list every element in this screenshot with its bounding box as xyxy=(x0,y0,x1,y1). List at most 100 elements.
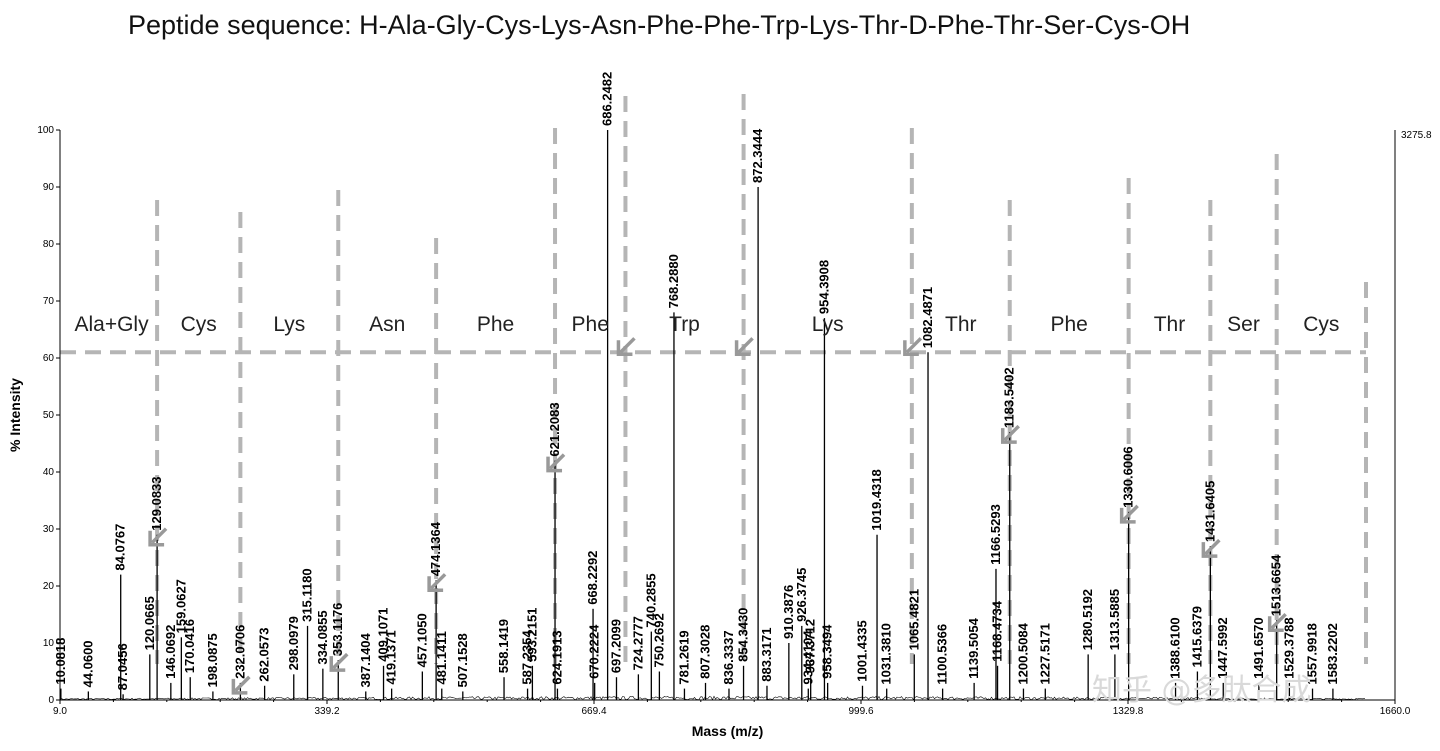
peak-label: 670.2224 xyxy=(587,624,602,679)
peak-label: 457.1050 xyxy=(414,613,429,667)
peak-label: 697.2099 xyxy=(608,619,623,673)
peak-label: 668.2292 xyxy=(585,551,600,605)
y-tick-label: 60 xyxy=(43,353,55,364)
peak-label: 1031.3810 xyxy=(879,623,894,684)
fragment-arrow xyxy=(429,573,447,590)
y-tick-label: 40 xyxy=(43,467,55,478)
y-tick-label: 90 xyxy=(43,182,55,193)
peak-label: 836.3337 xyxy=(721,630,736,684)
peak-label: 1513.6654 xyxy=(1269,554,1284,616)
fragment-arrow xyxy=(1003,424,1020,442)
peak-label: 937.3712 xyxy=(803,619,818,673)
peak-label: 872.3444 xyxy=(750,128,765,183)
peak-label: 1557.9918 xyxy=(1305,623,1320,684)
peak-label: 686.2482 xyxy=(600,72,615,126)
peak-label: 1001.4335 xyxy=(854,620,869,681)
fragment-arrow-head xyxy=(734,340,751,357)
fragment-arrow-head xyxy=(1267,616,1284,632)
peak-label: 926.3745 xyxy=(794,568,809,622)
fragment-arrow xyxy=(1204,538,1221,556)
x-axis-title: Mass (m/z) xyxy=(692,723,764,739)
peak-label: 159.0627 xyxy=(173,579,188,633)
residue-label: Ser xyxy=(1227,313,1260,336)
peak-label: 120.0665 xyxy=(142,596,157,650)
peak-label: 315.1180 xyxy=(300,568,315,622)
fragment-arrow-head xyxy=(546,456,563,473)
peak-label: 44.0600 xyxy=(80,640,95,687)
peak-label: 1100.5366 xyxy=(935,624,950,685)
residue-label: Phe xyxy=(1051,313,1088,336)
peak-label: 954.3908 xyxy=(816,260,831,314)
watermark: 知乎 @多肽合成 xyxy=(1092,673,1312,708)
baseline-noise xyxy=(59,695,1366,701)
spectrum-peaks xyxy=(59,130,1366,701)
x-tick-label: 339.2 xyxy=(314,706,339,717)
peak-label: 750.2692 xyxy=(651,613,666,667)
fragment-arrow-head xyxy=(148,530,165,547)
peak-label: 353.1176 xyxy=(330,603,345,657)
fragment-arrow xyxy=(1122,504,1139,522)
y-tick-label: 20 xyxy=(43,581,55,592)
peak-label: 1447.5992 xyxy=(1215,617,1230,678)
fragment-arrow-head xyxy=(1201,542,1218,558)
fragment-arrows xyxy=(148,337,1287,695)
peak-labels: 10.0818 44.060084.076787.0456120.0665129.… xyxy=(53,72,1340,691)
fragment-arrow-head xyxy=(329,656,346,672)
residue-labels: Ala+Gly Cys Lys Asn Phe Phe Trp Lys Thr Phe Thr Ser… xyxy=(74,313,1339,336)
fragment-arrow-head xyxy=(1119,507,1136,524)
fragment-arrow-head xyxy=(903,340,919,357)
peak-label: 558.1419 xyxy=(496,619,511,673)
x-tick-label: 9.0 xyxy=(53,706,67,717)
peak-label: 87.0456 xyxy=(115,643,130,690)
y-tick-label: 70 xyxy=(43,296,55,307)
peak-label: 474.1364 xyxy=(428,521,443,576)
residue-label: Asn xyxy=(369,313,405,336)
fragment-arrow-head xyxy=(1000,428,1017,444)
peak-label: 170.0416 xyxy=(182,619,197,673)
fragment-arrow xyxy=(234,675,251,693)
residue-label: Thr xyxy=(945,313,977,336)
peak-label: 1313.5885 xyxy=(1107,589,1122,650)
dashed-guides xyxy=(60,94,1368,664)
peak-label: 1280.5192 xyxy=(1080,589,1095,650)
peak-label: 262.0573 xyxy=(257,628,272,682)
peak-label: 768.2880 xyxy=(666,254,681,308)
peak-label: 419.1371 xyxy=(384,630,399,684)
residue-label: Ala+Gly xyxy=(74,313,149,336)
y-axis-title: % Intensity xyxy=(7,378,23,452)
peak-label: 740.2855 xyxy=(643,573,658,627)
peak-label: 958.3494 xyxy=(820,624,835,679)
residue-label: Cys xyxy=(1303,313,1339,336)
x-tick-label: 1660.0 xyxy=(1380,706,1411,717)
y-tick-label: 80 xyxy=(43,239,55,250)
peak-label: 1415.6379 xyxy=(1189,606,1204,667)
peak-label: 1330.6006 xyxy=(1121,446,1136,507)
y-tick-label: 100 xyxy=(37,125,54,136)
peak-label: 232.0706 xyxy=(232,625,247,679)
peak-label: 298.0979 xyxy=(286,616,301,670)
fragment-arrow xyxy=(619,337,636,354)
peak-label: 1200.5084 xyxy=(1015,622,1030,684)
peak-label: 84.0767 xyxy=(113,524,128,571)
fragment-arrow xyxy=(150,527,168,544)
residue-label: Phe xyxy=(477,313,514,336)
peak-label: 593.2151 xyxy=(524,608,539,662)
peak-label: 387.1404 xyxy=(358,632,373,687)
fragment-arrow-head xyxy=(427,576,444,593)
chart-title: Peptide sequence: H-Ala-Gly-Cys-Lys-Asn-… xyxy=(128,10,1191,40)
peak-label: 1529.3788 xyxy=(1281,617,1296,678)
peak-label: 621.2083 xyxy=(547,402,562,456)
max-intensity-label: 3275.8 xyxy=(1401,130,1432,141)
peak-label: 198.0875 xyxy=(205,633,220,687)
fragment-arrow xyxy=(905,337,923,354)
fragment-arrow-head xyxy=(231,678,248,695)
peak-label: 854.3430 xyxy=(736,608,751,662)
fragment-arrow xyxy=(332,652,349,670)
peak-label: 481.1411 xyxy=(434,631,449,685)
peak-label: 1082.4871 xyxy=(920,287,935,348)
peak-label: 624.1913 xyxy=(549,630,564,684)
peak-label: 587.2354 xyxy=(520,630,535,685)
peak-label: 1166.5293 xyxy=(988,504,1003,565)
peak-label: 334.0855 xyxy=(315,610,330,664)
